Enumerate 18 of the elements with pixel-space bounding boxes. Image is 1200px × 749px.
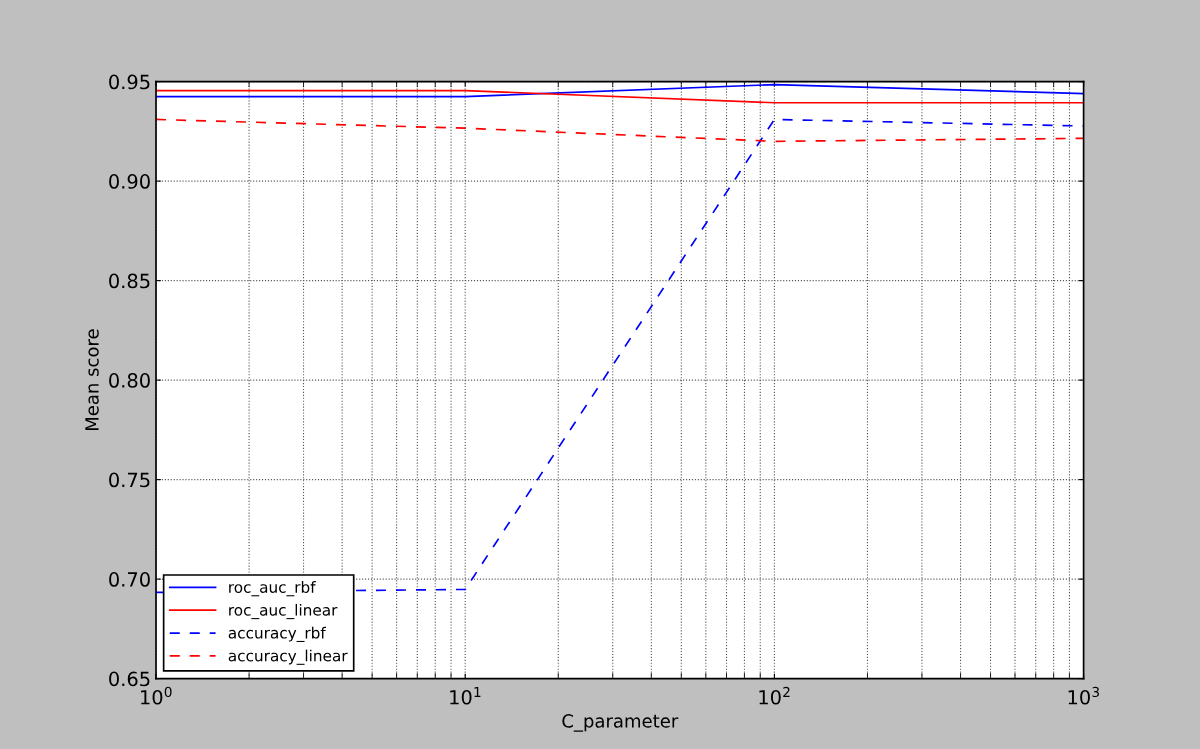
y-tick-label: 0.80	[109, 373, 150, 388]
y-tick-label: 0.90	[109, 174, 150, 189]
y-tick-label: 0.75	[109, 472, 150, 488]
y-tick-label: 0.70	[109, 572, 150, 587]
y-tick-label: 0.85	[109, 273, 150, 289]
y-axis-title: Mean score	[85, 329, 99, 431]
legend-label: accuracy_rbf	[228, 626, 327, 642]
x-axis-title: C_parameter	[562, 714, 679, 732]
x-tick-label: 10$^{2}$	[759, 686, 790, 705]
line-series	[156, 118, 1084, 143]
x-tick-label: 10$^{1}$	[450, 686, 481, 705]
legend-label: roc_auc_linear	[229, 603, 338, 620]
x-tick-label: 10$^{0}$	[141, 686, 172, 705]
legend-label: roc_auc_rbf	[229, 581, 316, 597]
y-tick-label: 0.65	[109, 671, 150, 687]
y-tick-label: 0.95	[109, 74, 150, 90]
x-tick-label: 10$^{3}$	[1068, 686, 1099, 705]
legend-label: accuracy_linear	[228, 649, 348, 665]
